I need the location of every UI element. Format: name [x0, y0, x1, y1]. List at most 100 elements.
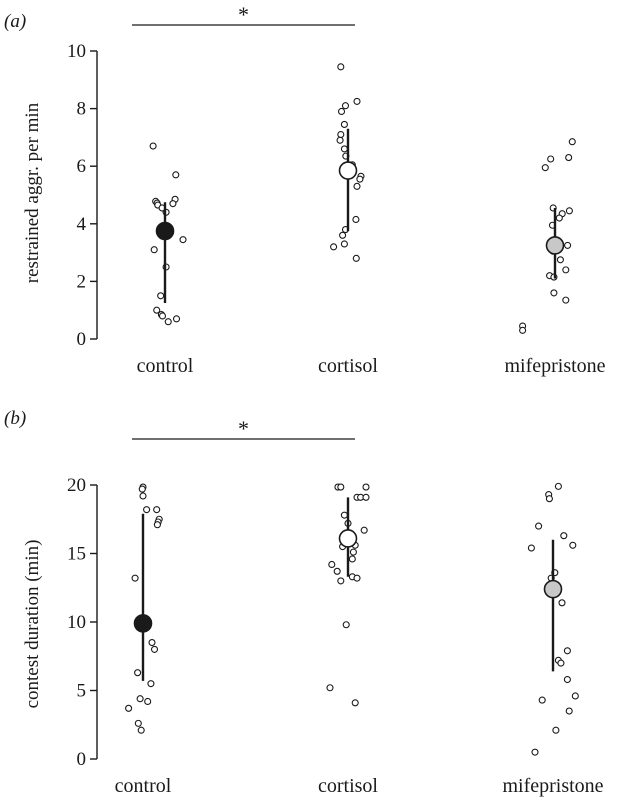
- data-point-control: [148, 638, 156, 647]
- data-point-control: [134, 719, 142, 727]
- data-point-control: [131, 574, 139, 582]
- y-tick-label-b: 5: [77, 681, 87, 702]
- data-point-control: [164, 318, 172, 326]
- data-point-cortisol: [336, 136, 344, 144]
- data-point-mifepristone: [568, 138, 576, 146]
- data-point-cortisol: [349, 548, 357, 556]
- data-point-control: [136, 695, 144, 703]
- data-point-cortisol: [326, 684, 334, 692]
- y-tick-label-b: 10: [67, 612, 86, 633]
- data-point-mifepristone: [531, 748, 539, 756]
- category-label-mifepristone: mifepristone: [502, 775, 603, 797]
- mean-marker-mifepristone: [543, 579, 563, 599]
- data-point-cortisol: [340, 145, 348, 153]
- data-point-cortisol: [348, 555, 356, 563]
- data-point-cortisol: [351, 699, 359, 707]
- data-point-control: [150, 246, 158, 254]
- data-point-control: [153, 506, 161, 514]
- y-tick-label-a: 6: [77, 156, 87, 177]
- data-point-cortisol: [362, 483, 370, 491]
- data-point-mifepristone: [538, 696, 546, 704]
- data-point-mifepristone: [558, 599, 566, 607]
- data-point-mifepristone: [563, 647, 571, 655]
- data-point-mifepristone: [550, 289, 558, 297]
- data-point-control: [169, 200, 177, 208]
- data-point-cortisol: [340, 120, 348, 128]
- data-point-cortisol: [362, 493, 370, 501]
- data-point-cortisol: [337, 577, 345, 585]
- data-point-cortisol: [360, 526, 368, 534]
- mean-marker-cortisol: [338, 161, 358, 180]
- data-point-control: [138, 485, 146, 493]
- data-point-cortisol: [340, 511, 348, 519]
- data-point-cortisol: [337, 483, 345, 491]
- y-axis-label-b: contest duration (min): [22, 540, 43, 709]
- panel-label-b: (b): [4, 408, 26, 429]
- y-tick-label-b: 0: [77, 749, 87, 770]
- data-point-control: [157, 292, 165, 300]
- data-point-mifepristone: [564, 241, 572, 249]
- data-point-control: [143, 506, 151, 514]
- data-point-control: [150, 645, 159, 653]
- data-point-mifepristone: [565, 707, 573, 715]
- y-tick-label-b: 15: [67, 544, 86, 565]
- data-point-mifepristone: [555, 214, 563, 222]
- y-tick-label-a: 8: [77, 99, 87, 120]
- y-tick-label-a: 0: [77, 329, 87, 350]
- data-point-mifepristone: [560, 532, 568, 540]
- data-point-cortisol: [342, 621, 350, 629]
- data-point-mifepristone: [541, 164, 549, 172]
- category-label-control: control: [115, 775, 172, 797]
- data-point-cortisol: [356, 175, 364, 183]
- data-point-mifepristone: [547, 155, 555, 163]
- data-point-mifepristone: [556, 256, 564, 264]
- data-point-cortisol: [333, 567, 341, 575]
- data-point-cortisol: [352, 215, 360, 224]
- data-point-control: [134, 669, 142, 677]
- data-point-cortisol: [330, 243, 338, 251]
- panel-b: (b) contest duration (min) 0 5 10 15 20 contr…: [4, 408, 604, 797]
- data-point-cortisol: [352, 254, 360, 262]
- category-label-mifepristone: mifepristone: [504, 355, 605, 377]
- data-point-control: [179, 236, 187, 244]
- category-label-control: control: [137, 355, 194, 377]
- data-point-control: [139, 492, 147, 500]
- significance-marker-b: *: [238, 416, 249, 441]
- data-point-mifepristone: [552, 726, 560, 734]
- data-point-mifepristone: [562, 296, 570, 304]
- mean-marker-control: [155, 221, 175, 241]
- data-point-control: [172, 315, 181, 323]
- data-point-mifepristone: [565, 207, 573, 215]
- data-point-cortisol: [341, 102, 350, 110]
- data-point-mifepristone: [545, 495, 553, 503]
- data-point-mifepristone: [535, 522, 543, 530]
- y-tick-label-a: 10: [67, 41, 86, 62]
- data-point-control: [158, 312, 167, 320]
- data-point-mifepristone: [562, 266, 570, 274]
- data-point-control: [147, 680, 155, 688]
- data-point-cortisol: [339, 231, 347, 239]
- y-tick-label-a: 4: [77, 214, 87, 235]
- data-point-cortisol: [353, 97, 361, 105]
- data-point-control: [137, 726, 145, 734]
- data-point-control: [144, 697, 152, 706]
- data-point-cortisol: [337, 107, 346, 116]
- category-label-cortisol: cortisol: [318, 775, 378, 797]
- data-point-cortisol: [337, 130, 345, 139]
- data-point-cortisol: [328, 560, 336, 569]
- significance-marker-a: *: [238, 2, 249, 27]
- data-point-control: [153, 306, 161, 314]
- y-tick-label-b: 20: [67, 475, 86, 496]
- data-point-control: [153, 521, 161, 529]
- data-point-cortisol: [337, 63, 345, 71]
- data-point-control: [149, 142, 157, 150]
- data-point-cortisol: [353, 182, 361, 190]
- panel-label-a: (a): [4, 11, 26, 32]
- y-tick-label-a: 2: [77, 271, 87, 292]
- data-point-mifepristone: [563, 675, 571, 684]
- data-point-mifepristone: [527, 544, 535, 552]
- data-point-mifepristone: [571, 692, 579, 700]
- data-point-mifepristone: [569, 541, 577, 549]
- data-point-mifepristone: [557, 659, 565, 667]
